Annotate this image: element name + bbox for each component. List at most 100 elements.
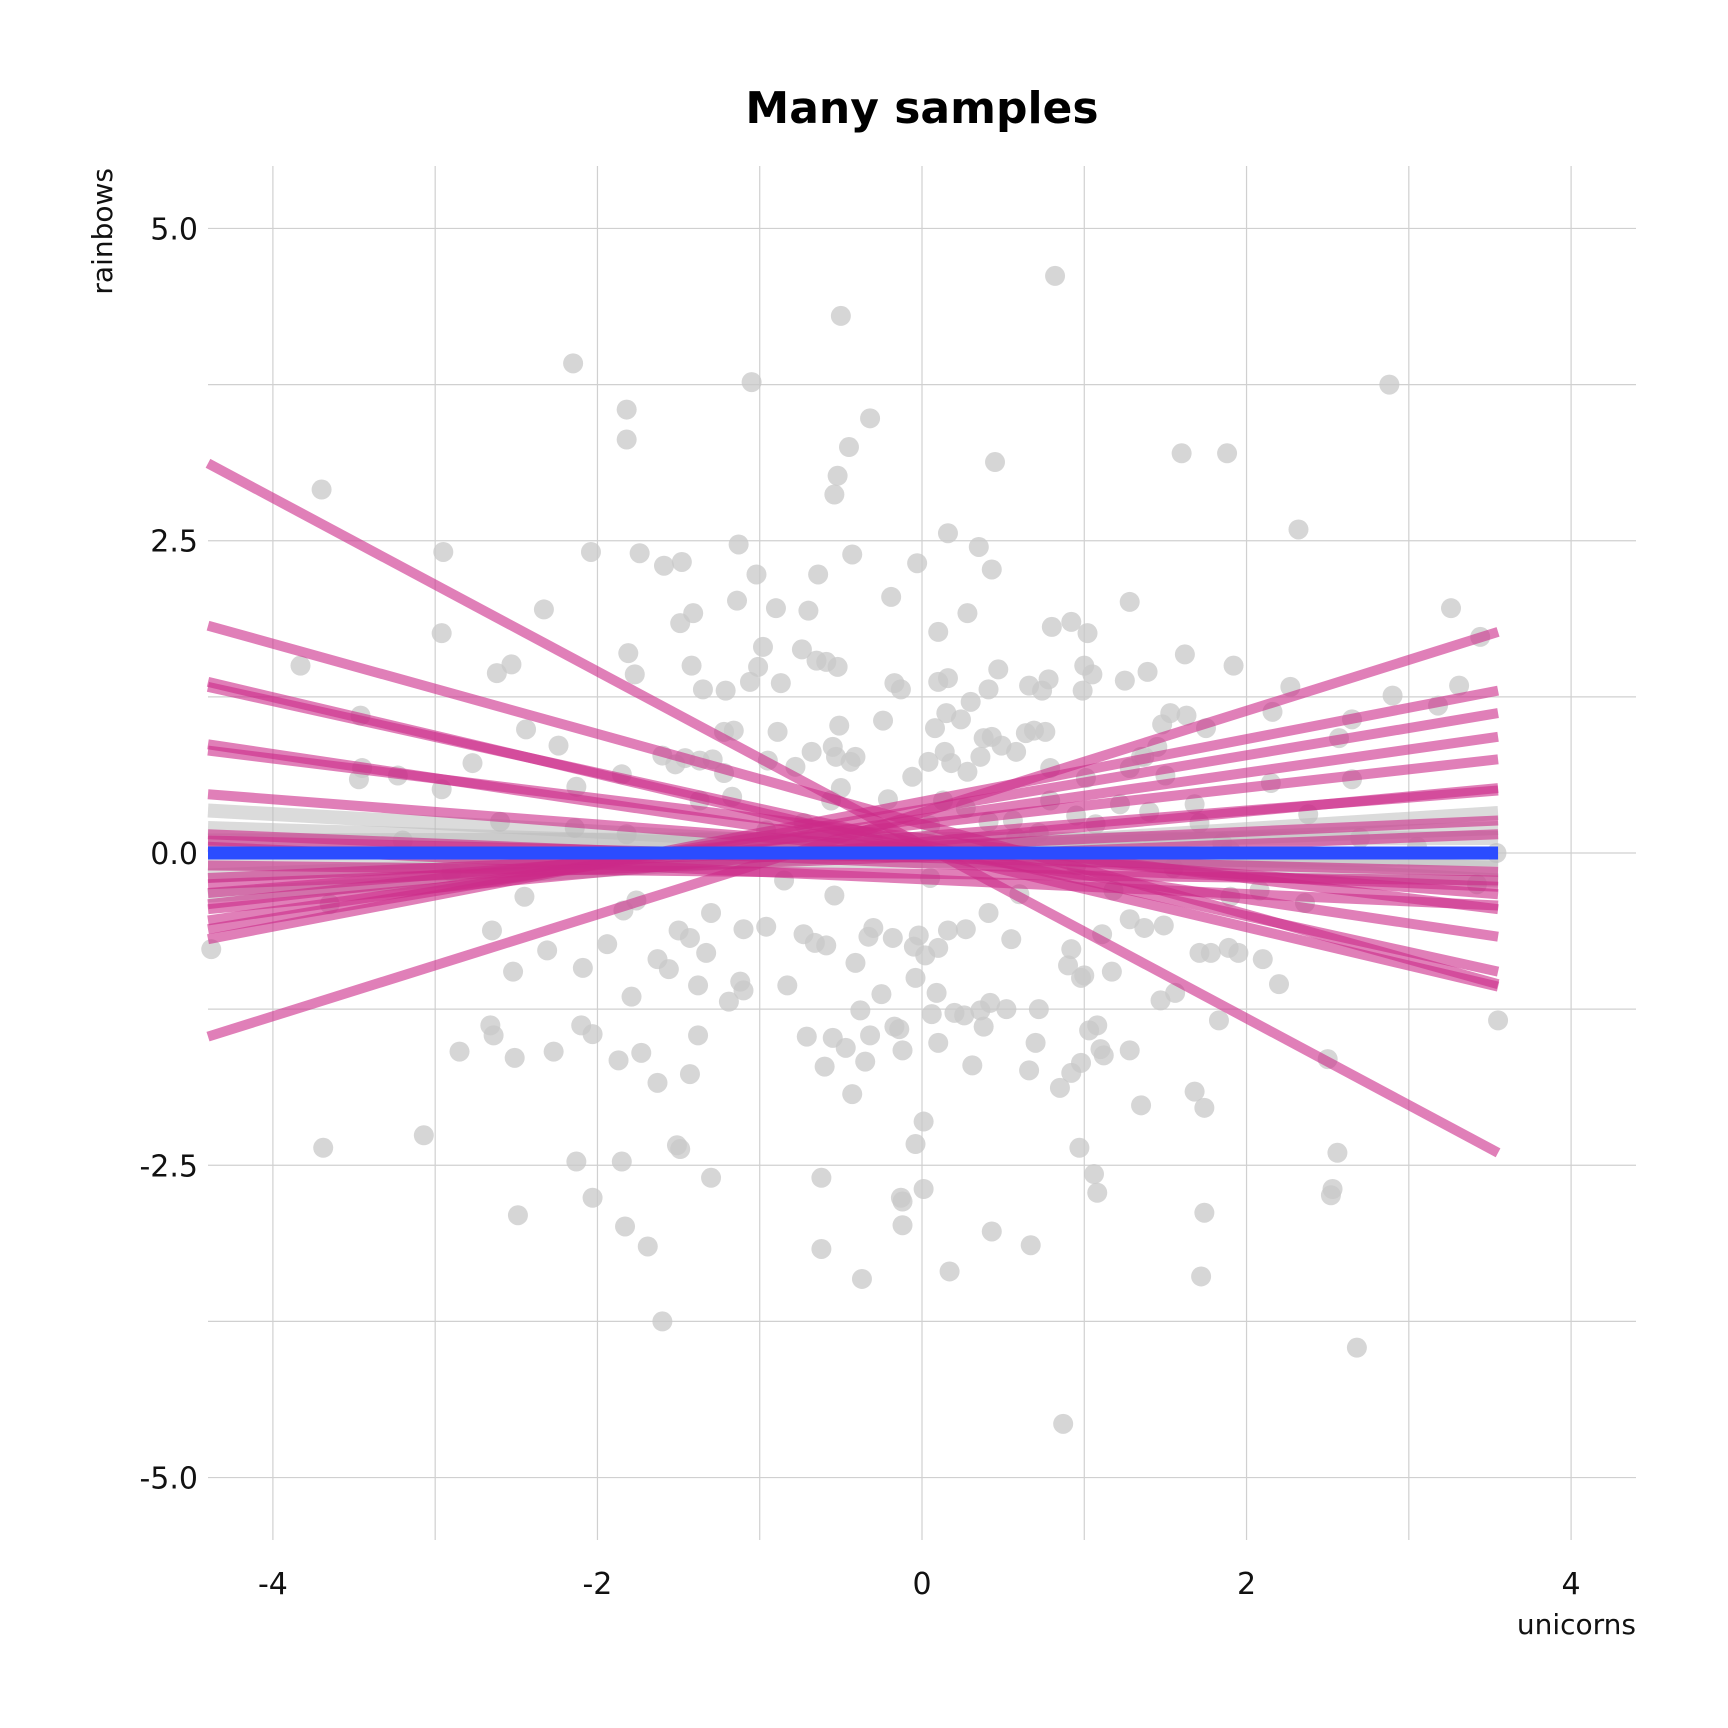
data-point: [670, 613, 691, 634]
data-point: [860, 1025, 881, 1046]
data-point: [937, 523, 958, 544]
data-point: [767, 721, 788, 742]
data-point: [516, 719, 537, 740]
data-point: [618, 643, 639, 664]
data-point: [1001, 929, 1022, 950]
x-tick-label: -2: [582, 1567, 612, 1602]
data-point: [1217, 443, 1238, 464]
data-point: [653, 555, 674, 576]
data-point: [801, 741, 822, 762]
data-point: [1208, 1010, 1229, 1031]
data-point: [939, 1261, 960, 1282]
data-point: [1069, 1137, 1090, 1158]
data-point: [1379, 374, 1400, 395]
data-point: [290, 655, 311, 676]
data-point: [741, 372, 762, 393]
data-point: [892, 1191, 913, 1212]
data-point: [824, 885, 845, 906]
data-point: [681, 655, 702, 676]
data-point: [918, 751, 939, 772]
y-tick-label: 2.5: [150, 525, 198, 560]
data-point: [957, 761, 978, 782]
data-point: [692, 679, 713, 700]
data-point: [537, 940, 558, 961]
data-point: [739, 671, 760, 692]
data-point: [701, 902, 722, 923]
data-point: [1327, 1142, 1348, 1163]
data-point: [503, 961, 524, 982]
data-point: [892, 1040, 913, 1061]
data-point: [1119, 591, 1140, 612]
data-point: [1322, 1179, 1343, 1200]
tick-labels-layer: -4 -2 0 2 4 5.0 2.5 0.0 -2.5 -5.0: [139, 212, 1580, 1602]
data-point: [980, 992, 1001, 1013]
data-point: [483, 1025, 504, 1046]
data-point: [701, 1167, 722, 1188]
data-point: [1200, 942, 1221, 963]
data-point: [913, 1111, 934, 1132]
data-point: [658, 959, 679, 980]
data-point: [863, 917, 884, 938]
data-point: [615, 1216, 636, 1237]
data-point: [941, 753, 962, 774]
data-point: [1488, 1010, 1509, 1031]
data-point: [611, 1151, 632, 1172]
data-point: [970, 746, 991, 767]
data-point: [718, 991, 739, 1012]
data-point: [679, 1064, 700, 1085]
data-point: [924, 718, 945, 739]
data-point: [860, 408, 881, 429]
data-point: [905, 1134, 926, 1155]
data-point: [1019, 1060, 1040, 1081]
data-point: [855, 1051, 876, 1072]
data-point: [1134, 917, 1155, 938]
chart-title: Many samples: [745, 83, 1098, 134]
data-point: [1061, 611, 1082, 632]
data-point: [842, 1084, 863, 1105]
data-point: [928, 671, 949, 692]
data-point: [808, 564, 829, 585]
data-point: [572, 957, 593, 978]
data-point: [1223, 655, 1244, 676]
data-point: [679, 927, 700, 948]
data-point: [1131, 1095, 1152, 1116]
data-point: [978, 902, 999, 923]
x-tick-label: 2: [1237, 1567, 1256, 1602]
data-point: [954, 1005, 975, 1026]
data-point: [313, 1137, 334, 1158]
data-point: [637, 1236, 658, 1257]
data-point: [968, 536, 989, 557]
data-point: [1152, 714, 1173, 735]
data-point: [1119, 909, 1140, 930]
data-point: [873, 710, 894, 731]
data-point: [1072, 680, 1093, 701]
y-tick-label: -2.5: [139, 1149, 198, 1184]
data-point: [752, 636, 773, 657]
data-point: [816, 651, 837, 672]
data-point: [580, 541, 601, 562]
data-point: [850, 1000, 871, 1021]
data-point: [913, 1179, 934, 1200]
data-point: [688, 1025, 709, 1046]
data-point: [1058, 955, 1079, 976]
data-point: [696, 942, 717, 963]
data-point: [1174, 644, 1195, 665]
data-point: [533, 599, 554, 620]
data-point: [928, 937, 949, 958]
data-point: [777, 975, 798, 996]
data-point: [1093, 1045, 1114, 1066]
data-point: [829, 715, 850, 736]
data-point: [746, 564, 767, 585]
data-point: [1176, 705, 1197, 726]
data-point: [728, 534, 749, 555]
data-point: [960, 691, 981, 712]
data-point: [1087, 1015, 1108, 1036]
data-point: [981, 559, 1002, 580]
data-point: [1194, 1097, 1215, 1118]
data-point: [670, 1139, 691, 1160]
data-point: [1087, 1182, 1108, 1203]
data-point: [1045, 265, 1066, 286]
data-point: [814, 1056, 835, 1077]
data-point: [981, 1221, 1002, 1242]
data-point: [413, 1125, 434, 1146]
